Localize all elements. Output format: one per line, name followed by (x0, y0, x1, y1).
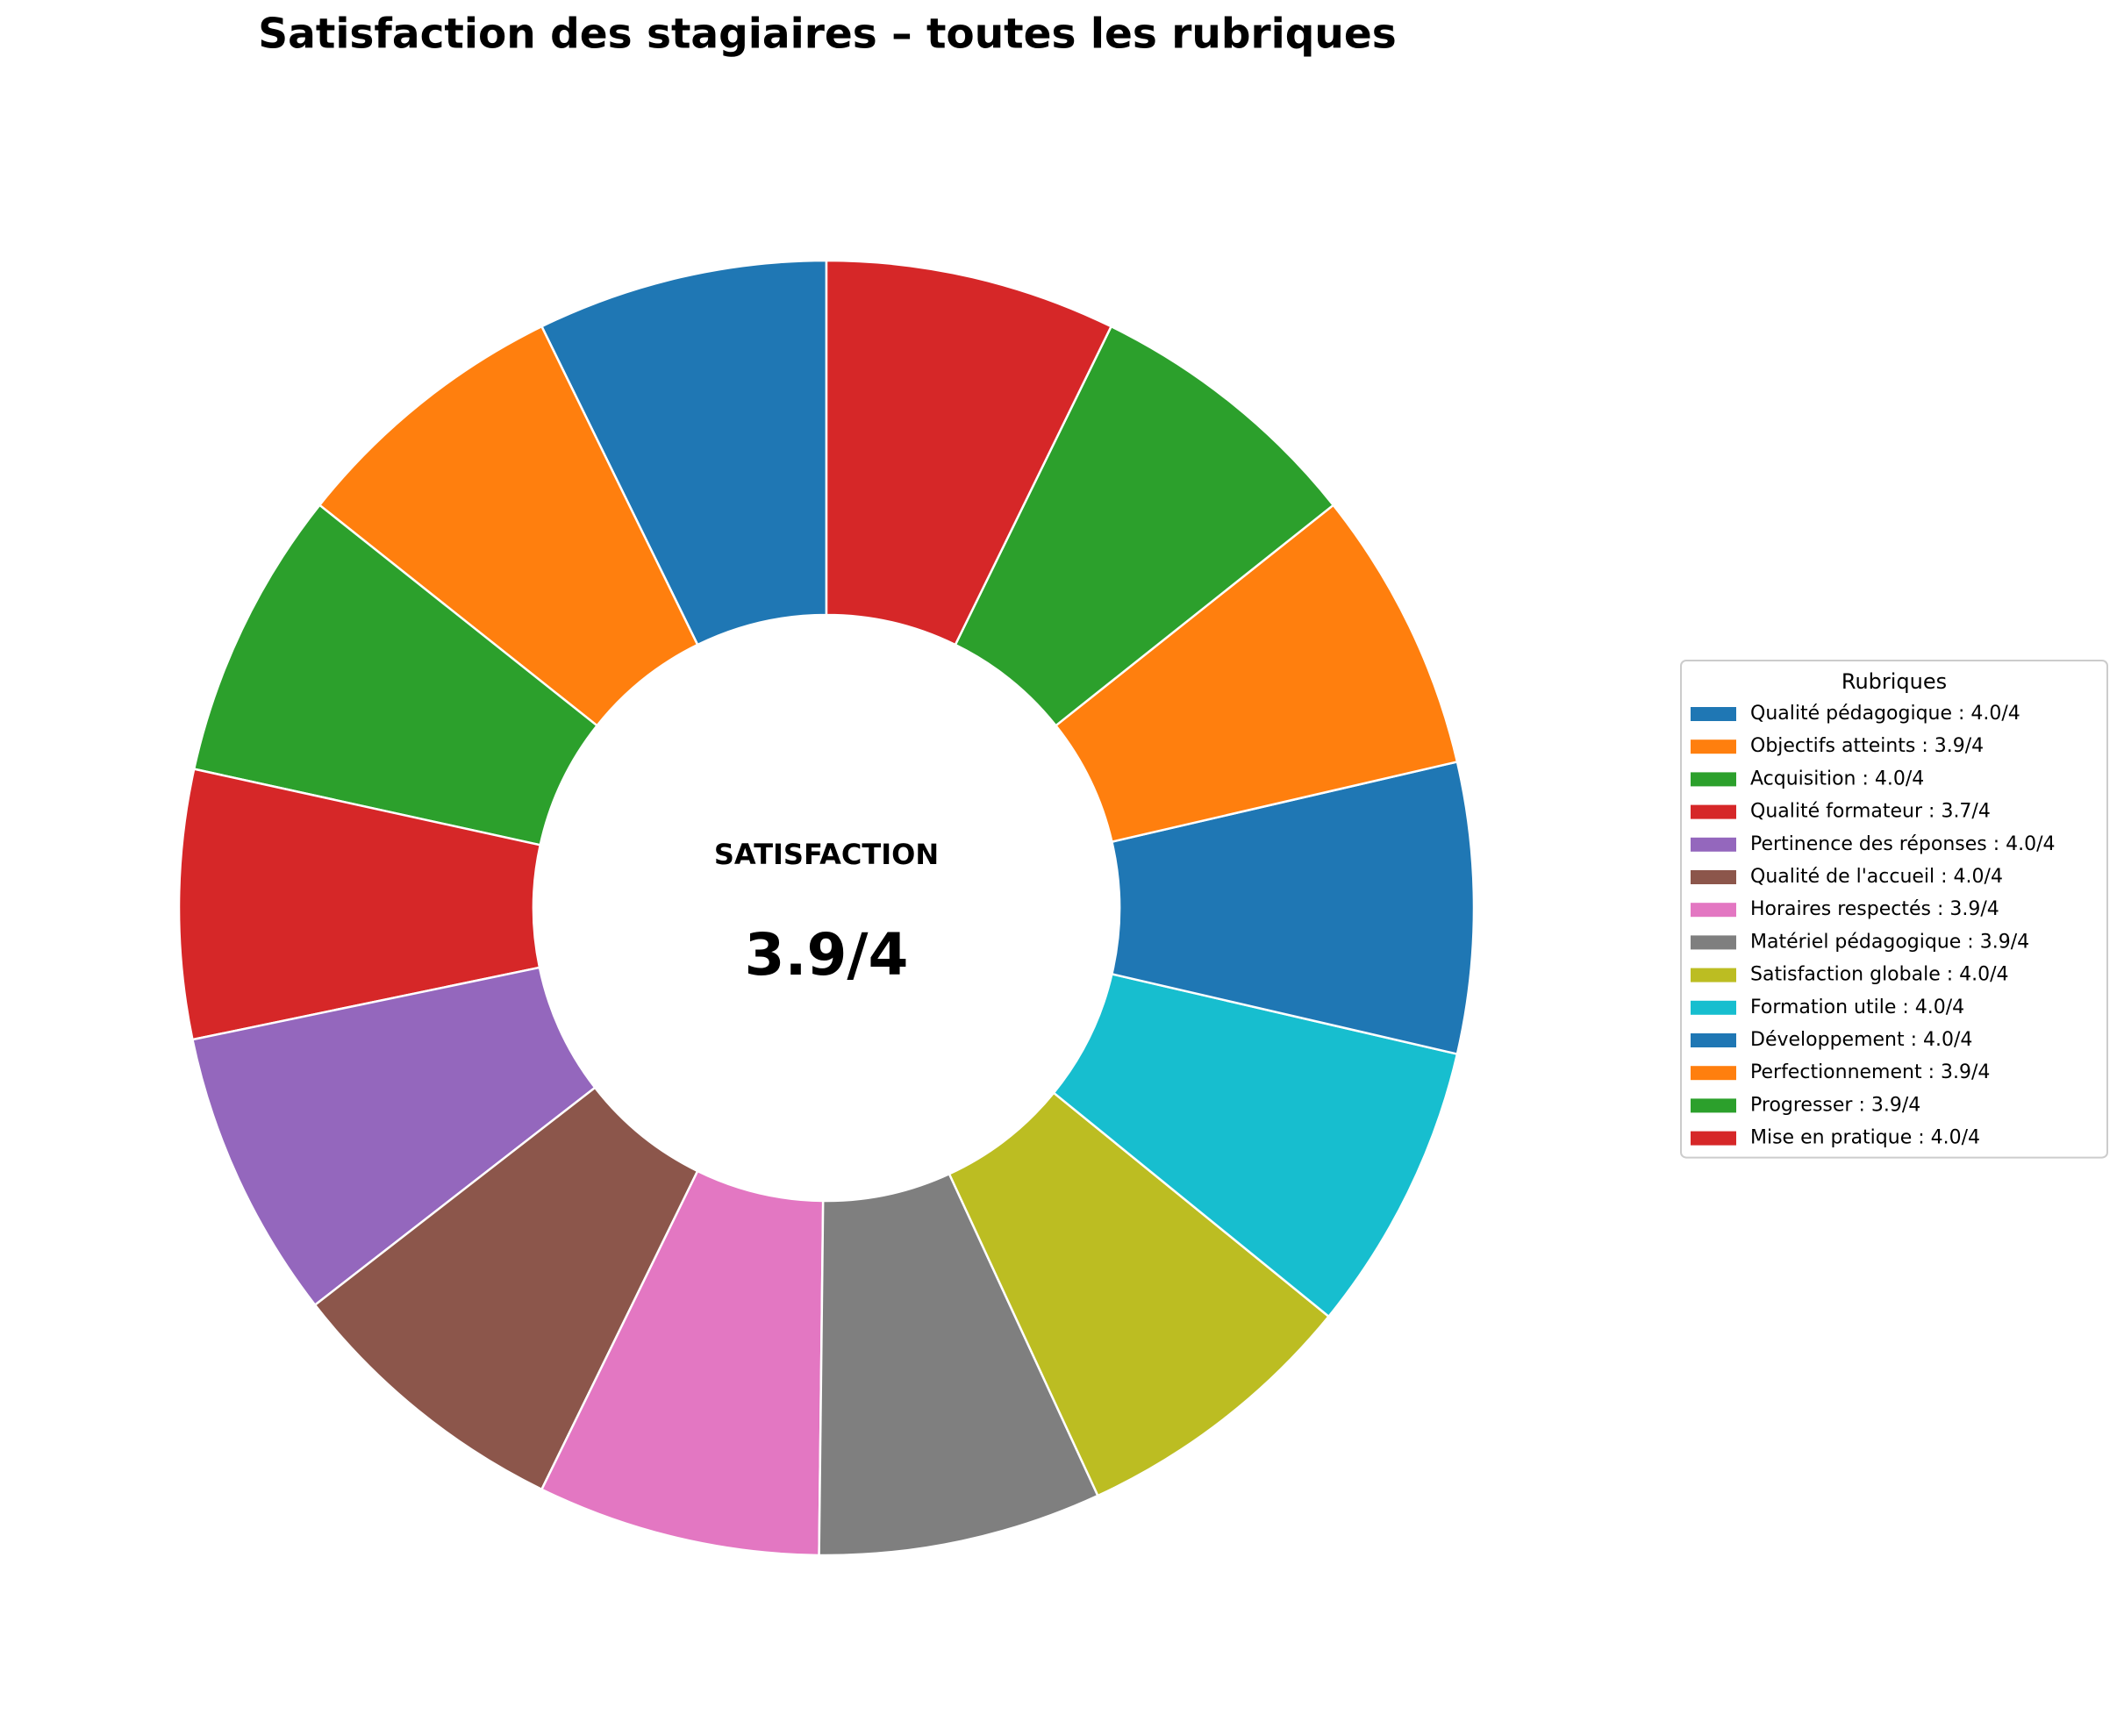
legend-title: Rubriques (1842, 669, 1947, 694)
donut-wedge (318, 325, 699, 727)
legend-swatch (1691, 837, 1736, 852)
legend-swatch (1691, 739, 1736, 754)
legend-swatch (1691, 870, 1736, 884)
legend-label: Qualité pédagogique : 4.0/4 (1750, 703, 2020, 725)
donut-wedge (313, 1086, 699, 1491)
legend-label: Satisfaction globale : 4.0/4 (1750, 964, 2009, 986)
legend-label: Matériel pédagogique : 3.9/4 (1750, 931, 2029, 953)
legend-swatch (1691, 707, 1736, 721)
legend-label: Mise en pratique : 4.0/4 (1750, 1127, 1980, 1149)
center-title: SATISFACTION (714, 838, 939, 871)
legend-label: Horaires respectés : 3.9/4 (1750, 898, 1999, 920)
legend-label: Pertinence des réponses : 4.0/4 (1750, 833, 2056, 855)
legend-label: Qualité de l'accueil : 4.0/4 (1750, 866, 2003, 888)
legend-frame (1680, 660, 2108, 1159)
legend-label: Qualité formateur : 3.7/4 (1750, 801, 1991, 823)
legend-swatch (1691, 903, 1736, 918)
legend-swatch (1691, 935, 1736, 950)
donut-wedge (1054, 504, 1459, 844)
donut-wedge (954, 325, 1335, 727)
donut-wedge (190, 966, 597, 1307)
donut-wedge (818, 1172, 1100, 1557)
legend-label: Progresser : 3.9/4 (1750, 1094, 1920, 1116)
legend-label: Formation utile : 4.0/4 (1750, 997, 1964, 1018)
legend-swatch (1691, 1000, 1736, 1015)
donut-wedge (1052, 972, 1459, 1318)
donut-wedge (948, 1091, 1331, 1497)
center-value: 3.9/4 (745, 921, 909, 989)
legend-label: Développement : 4.0/4 (1750, 1029, 1972, 1051)
legend-label: Objectifs atteints : 3.9/4 (1750, 735, 1984, 757)
legend-swatch (1691, 804, 1736, 819)
donut (177, 259, 1476, 1557)
legend-swatch (1691, 1033, 1736, 1047)
donut-wedge (192, 504, 599, 847)
donut-wedge (540, 259, 828, 647)
legend-label: Acquisition : 4.0/4 (1750, 768, 1924, 789)
donut-wedge (1110, 760, 1476, 1056)
chart-title: Satisfaction des stagiaires – toutes les… (258, 11, 1396, 59)
legend-swatch (1691, 1131, 1736, 1146)
donut-wedge (540, 1169, 825, 1557)
legend-swatch (1691, 772, 1736, 787)
legend-swatch (1691, 968, 1736, 982)
legend-swatch (1691, 1098, 1736, 1113)
donut-wedge (825, 259, 1113, 647)
legend-swatch (1691, 1066, 1736, 1081)
legend-label: Perfectionnement : 3.9/4 (1750, 1061, 1990, 1083)
legend: Rubriques Qualité pédagogique : 4.0/4 Obj… (1680, 660, 2108, 1159)
